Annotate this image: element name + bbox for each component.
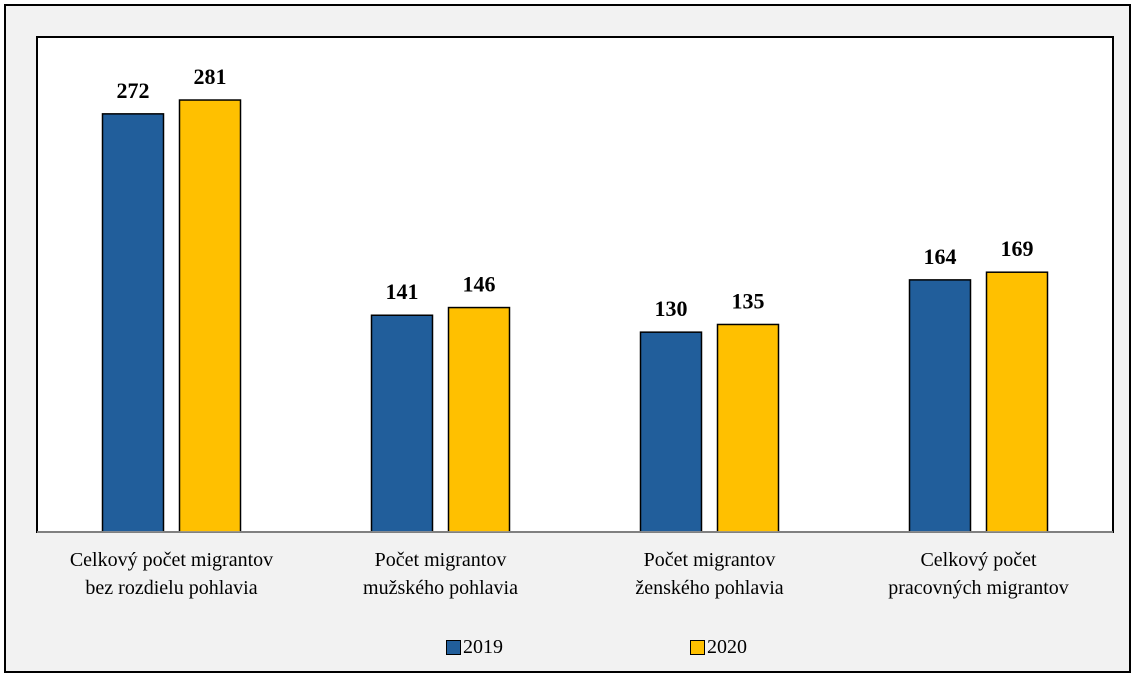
bar (370, 314, 434, 533)
data-label: 141 (386, 279, 419, 304)
legend-label: 2019 (463, 636, 503, 658)
bar (447, 306, 511, 533)
bar (908, 279, 972, 533)
data-label: 130 (655, 296, 688, 321)
data-label: 169 (1001, 236, 1034, 261)
legend-swatch (690, 640, 705, 655)
data-label: 146 (463, 272, 496, 297)
legend-swatch (446, 640, 461, 655)
legend-label: 2020 (707, 636, 747, 658)
data-label: 281 (194, 64, 227, 89)
bar (985, 271, 1049, 533)
x-tick-label: Počet migrantov mužského pohlavia (363, 549, 518, 599)
data-label: 135 (732, 288, 765, 313)
data-label: 272 (117, 78, 150, 103)
bar (639, 331, 703, 533)
bar (101, 113, 165, 533)
bar (178, 99, 242, 533)
bar (716, 323, 780, 533)
legend-item: 2019 (446, 636, 503, 659)
x-tick-label: Celkový počet pracovných migrantov (888, 549, 1069, 599)
x-tick-label: Počet migrantov ženského pohlavia (635, 549, 784, 599)
legend-item: 2020 (690, 636, 747, 659)
data-label: 164 (924, 244, 957, 269)
x-tick-label: Celkový počet migrantov bez rozdielu poh… (69, 549, 274, 599)
